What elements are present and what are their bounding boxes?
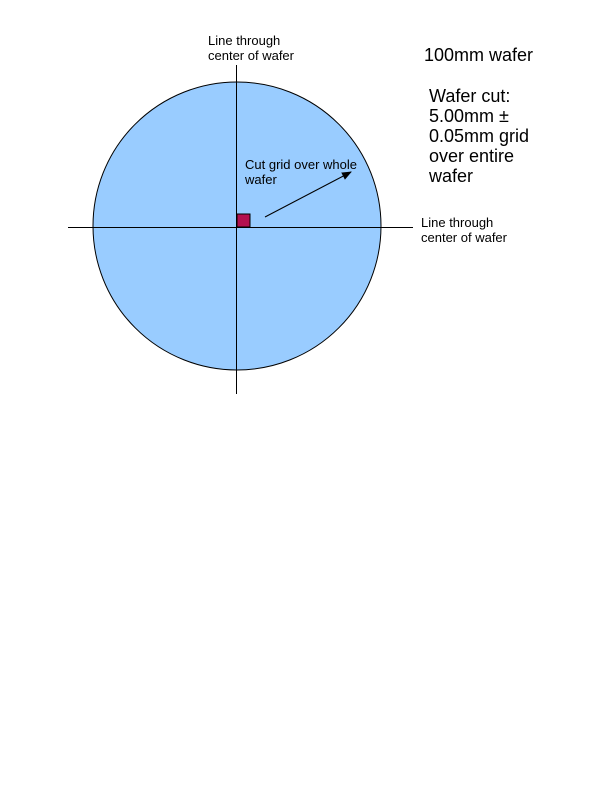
right-axis-label-line-1: Line through — [421, 215, 494, 230]
wafer-title: 100mm wafer — [424, 45, 534, 65]
right-axis-label-line-2: center of wafer — [421, 230, 507, 245]
wafer-cut-note-line-4: over entire — [429, 146, 515, 166]
grid-label-line-2: wafer — [245, 172, 277, 187]
wafer-cut-note-line-2: 5.00mm ± — [429, 106, 509, 126]
grid-label: Cut grid over whole wafer — [245, 157, 357, 187]
top-axis-label-line-1: Line through — [208, 33, 281, 48]
right-axis-label: Line through center of wafer — [421, 215, 507, 245]
top-axis-label-line-2: center of wafer — [208, 48, 294, 63]
grid-label-line-1: Cut grid over whole — [245, 157, 357, 172]
grid-arrow — [264, 171, 352, 218]
wafer-cut-note-line-1: Wafer cut: — [429, 86, 511, 106]
wafer-cut-note: Wafer cut: 5.00mm ± 0.05mm grid over ent… — [429, 86, 529, 186]
wafer-cut-note-line-3: 0.05mm grid — [429, 126, 530, 146]
top-axis-label: Line through center of wafer — [208, 33, 294, 63]
cut-die-square — [236, 213, 251, 228]
wafer-cut-note-line-5: wafer — [429, 166, 474, 186]
